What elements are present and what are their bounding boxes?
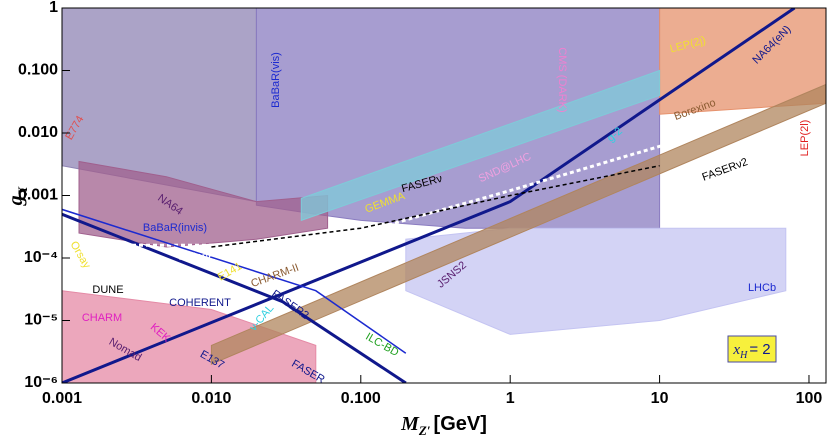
region	[210, 83, 826, 365]
curve	[62, 212, 407, 383]
box-label-frame	[727, 335, 777, 363]
x-label-unit: [GeV]	[434, 413, 487, 435]
y-tick-label: 10⁻⁴	[24, 249, 58, 266]
y-tick-label: 10⁻⁶	[24, 374, 58, 391]
y-tick-label: 10⁻⁵	[24, 312, 58, 329]
box-label: xH = 2	[732, 341, 770, 361]
box-rest: = 2	[749, 341, 770, 358]
annotation: BaBaR(invis)	[143, 222, 207, 234]
y-axis-label: gX	[5, 186, 30, 206]
x-tick-label: 0.010	[191, 390, 231, 407]
curve	[211, 164, 660, 248]
annotation: CHARM	[82, 312, 122, 324]
region	[62, 290, 317, 383]
annotation: MUonE	[179, 251, 216, 263]
y-label-main: g	[5, 195, 27, 206]
x-axis-label: MZ′ [GeV]	[400, 413, 487, 438]
y-tick-label: 1	[49, 0, 58, 16]
y-tick-label: 0.001	[18, 187, 58, 204]
ticks: 0.001 0.010 0.100 1 10 100 10⁻⁶ 10⁻⁵ 10⁻⁴ 0.001 0.…	[18, 0, 822, 407]
annotation: DUNE	[92, 284, 123, 296]
box-main: x	[732, 342, 740, 358]
annotation: CMS (DARK)	[556, 47, 568, 112]
x-tick-label: 0.001	[42, 390, 82, 407]
region	[78, 160, 329, 248]
region	[405, 227, 787, 335]
x-label-sub: Z′	[418, 423, 431, 438]
x-tick-label: 10	[651, 390, 669, 407]
regions	[62, 8, 826, 383]
annotation: BaBaR(vis)	[270, 52, 282, 108]
curve	[62, 131, 706, 247]
annotation: LHCb	[748, 282, 776, 294]
x-tick-label: 100	[796, 390, 823, 407]
annotation: COHERENT	[169, 297, 231, 309]
x-label-main: M	[400, 413, 420, 435]
annotation: LEP(2l)	[799, 120, 811, 157]
curve	[62, 208, 407, 354]
y-label-sub: X	[15, 186, 30, 196]
y-tick-label: 0.100	[18, 62, 58, 79]
y-tick-label: 0.010	[18, 124, 58, 141]
x-tick-label: 0.100	[341, 390, 381, 407]
curve	[62, 8, 796, 383]
box-sub: H	[739, 350, 748, 361]
region	[300, 69, 661, 222]
x-tick-label: 1	[506, 390, 515, 407]
